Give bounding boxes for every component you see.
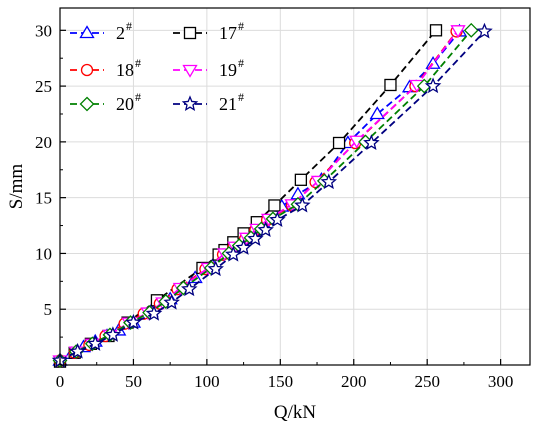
series-21-point (424, 77, 442, 94)
y-tick-label-15: 15 (35, 189, 52, 208)
series-21-point (86, 335, 104, 351)
legend-label-17: 17 (219, 23, 237, 43)
series-21-point (476, 22, 493, 39)
legend-item-21: 21 # (173, 90, 244, 114)
series-21-point (163, 293, 180, 310)
x-tick-label-250: 250 (414, 372, 440, 391)
plot-frame (59, 7, 531, 366)
y-tick-label-5: 5 (44, 300, 53, 319)
series-2-point (369, 106, 385, 120)
series-21-point (104, 326, 122, 342)
series-21-point (257, 221, 274, 238)
legend-item-18: 18 # (70, 56, 141, 80)
series-21-point (320, 173, 338, 190)
legend-sup-19: # (238, 56, 244, 70)
legend-sup-18: # (135, 56, 141, 70)
legend-marker-17 (183, 26, 197, 40)
y-axis-label: S/mm (6, 164, 27, 210)
legend-item-17: 17 # (173, 19, 244, 43)
series-21-point (235, 239, 252, 255)
legend-item-2: 2 # (70, 19, 132, 43)
legend-sup-21: # (238, 90, 244, 104)
x-tick-label-100: 100 (194, 372, 220, 391)
legend-marker-18 (80, 63, 94, 77)
legend-item-19: 19 # (173, 56, 244, 80)
series-21-point (225, 245, 242, 262)
axis-ticks: 0 50 100 150 200 250 300 5 10 15 20 25 30 (35, 21, 513, 391)
series-19-point (450, 25, 466, 39)
legend-marker-20 (79, 96, 95, 112)
legend-marker-19 (182, 64, 198, 78)
series-21-point (247, 230, 264, 246)
series-17-point (294, 173, 308, 186)
series-layer (51, 22, 493, 369)
x-tick-label-50: 50 (125, 372, 142, 391)
y-tick-label-10: 10 (35, 244, 52, 263)
legend-label-2: 2 (116, 23, 125, 43)
x-tick-label-200: 200 (341, 372, 367, 391)
y-tick-label-25: 25 (35, 77, 52, 96)
series-21-point (269, 211, 286, 227)
series-21-point (180, 280, 198, 297)
legend: 2 #17 #18 #19 #20 #21 # (70, 19, 244, 114)
series-21-point (69, 342, 86, 359)
series-21 (51, 22, 493, 368)
x-tick-label-300: 300 (488, 372, 514, 391)
legend-sup-17: # (238, 19, 244, 33)
legend-item-20: 20 # (70, 90, 141, 114)
series-21-point (363, 134, 380, 151)
legend-marker-2 (79, 25, 95, 39)
legend-sup-20: # (135, 90, 141, 104)
series-20-point (463, 22, 479, 38)
series-17-point (268, 199, 281, 212)
y-tick-label-30: 30 (35, 21, 52, 40)
series-17-point (429, 24, 443, 37)
series-21-point (125, 313, 142, 330)
legend-sup-2: # (126, 19, 132, 33)
x-tick-label-0: 0 (56, 372, 65, 391)
x-axis-label: Q/kN (274, 402, 317, 423)
x-tick-label-150: 150 (268, 372, 294, 391)
series-21-point (207, 260, 224, 277)
series-21-point (294, 196, 311, 213)
legend-label-21: 21 (219, 94, 237, 114)
legend-label-20: 20 (116, 94, 134, 114)
legend-label-19: 19 (219, 60, 237, 80)
legend-marker-21 (181, 95, 199, 112)
legend-label-18: 18 (116, 60, 134, 80)
series-17-point (384, 78, 397, 92)
series-17-point (332, 136, 346, 150)
series-21-point (145, 304, 163, 321)
y-tick-label-20: 20 (35, 133, 52, 152)
